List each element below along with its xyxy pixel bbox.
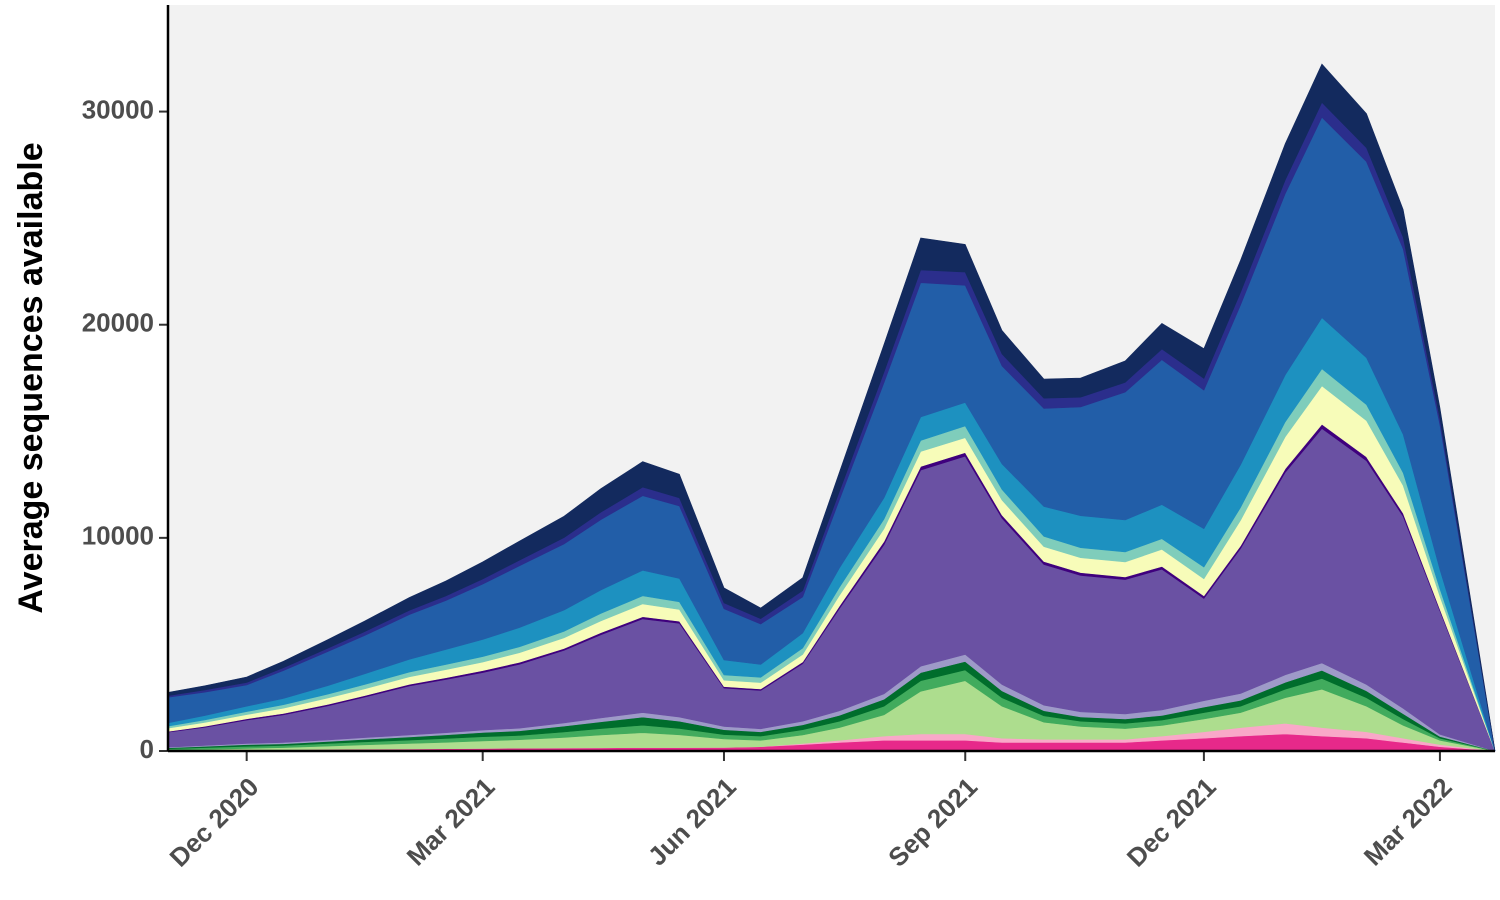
x-tick-label: Mar 2021 [401, 772, 501, 872]
area-series-13 [167, 63, 1496, 752]
y-tick-label: 0 [140, 734, 154, 764]
area-series-group [167, 63, 1496, 752]
x-tick-label: Jun 2021 [642, 772, 742, 872]
y-tick-label: 10000 [82, 521, 154, 551]
y-tick-label: 30000 [82, 94, 154, 124]
x-tick-label: Dec 2021 [1121, 772, 1222, 873]
x-axis-ticks: Dec 2020 Mar 2021 Jun 2021 Sep 2021 Dec 2021… [164, 751, 1458, 873]
y-tick-label: 20000 [82, 308, 154, 338]
y-axis-title: Average sequences available [12, 142, 50, 613]
y-axis-ticks: 0 10000 20000 30000 [82, 94, 168, 764]
x-tick-label: Mar 2022 [1358, 772, 1458, 872]
x-tick-label: Sep 2021 [882, 772, 983, 873]
x-tick-label: Dec 2020 [164, 772, 265, 873]
